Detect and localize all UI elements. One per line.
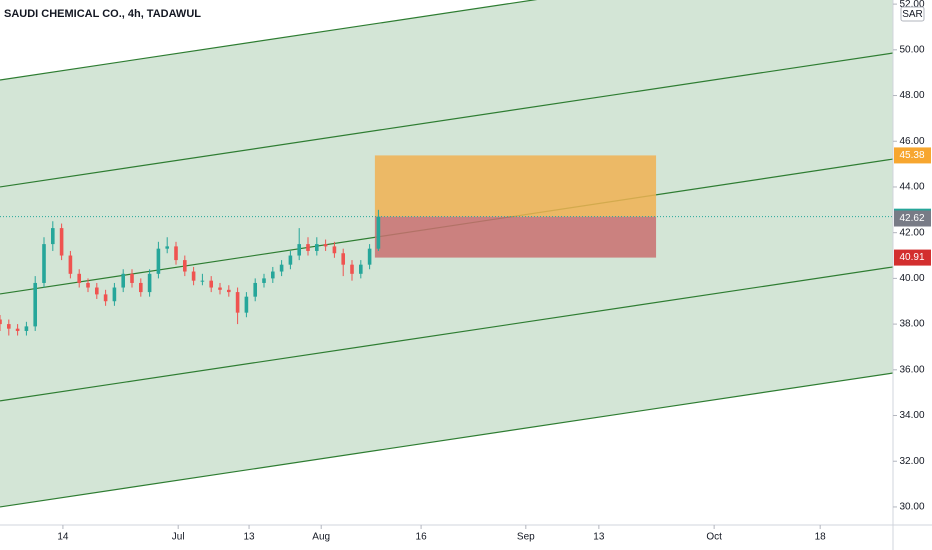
channel-line [0,0,538,81]
candle-body [139,282,143,293]
candle-body [288,255,293,265]
loss-zone [374,216,657,258]
candle-body [68,255,73,274]
chart-title: SAUDI CHEMICAL CO., 4h, TADAWUL [4,8,201,20]
candle-body [165,246,170,249]
x-tick-label: 13 [593,532,605,543]
x-tick-label: Sep [517,532,535,543]
candle-body [209,280,214,288]
candle-body [359,264,363,274]
candle-body [218,287,222,290]
candle-body [341,253,346,265]
candle-body [33,282,38,327]
price-tag [894,147,931,164]
candle-body [244,296,249,313]
y-tick-label: 44.00 [899,182,924,193]
price-tag [894,210,931,227]
time-axis [0,525,932,550]
candle-body [279,264,284,272]
price-tag [894,249,931,266]
candle-body [183,260,187,272]
channel-line [0,266,893,402]
currency-box[interactable] [900,6,925,22]
candle-body [103,294,108,302]
price-tag-label: 40.91 [899,252,924,263]
y-tick-label: 30.00 [899,502,924,513]
candle-body [367,248,372,265]
channel-line [0,372,893,508]
candle-body [200,280,205,282]
candle-body [7,324,11,329]
price-axis [893,0,932,550]
candle-body [95,287,99,295]
y-tick-label: 46.00 [899,136,924,147]
candle-body [130,273,134,283]
candle-body [0,319,2,325]
axes: 30.00 32.00 34.00 36.00 38.00 40.00 42.00 44.00… [57,0,931,543]
candle-body [24,326,29,331]
candle-body [253,282,258,297]
x-tick-label: 18 [815,532,827,543]
candle-body [297,244,302,256]
candle-body [86,282,90,288]
channel-line [0,52,893,188]
candle-body [121,273,126,288]
candle-body [323,244,328,247]
y-tick-label: 38.00 [899,319,924,330]
candle-body [350,264,354,274]
candle-body [262,278,266,283]
y-tick-label: 42.00 [899,227,924,238]
currency: SAR [902,9,923,20]
candle-body [271,271,275,279]
y-tick-label: 48.00 [899,90,924,101]
candle-body [112,287,117,302]
candle-body [227,289,231,293]
y-tick-label: 36.00 [899,364,924,375]
candle-body [174,246,178,261]
profit-zone [374,155,657,217]
y-tick-label: 52.00 [899,0,924,10]
y-tick-label: 34.00 [899,410,924,421]
x-tick-label: Aug [312,532,330,543]
price-tag-label: 42.62 [899,213,924,224]
x-tick-label: Oct [706,532,722,543]
candle-body [191,271,196,281]
candle-body [156,248,161,274]
x-tick-label: 14 [57,532,69,543]
plot-area [0,0,893,508]
price-tag-label: 45.38 [899,150,924,161]
candle-body [306,244,310,251]
candle-body [332,246,337,254]
candle-body [315,244,319,251]
y-tick-label: 50.00 [899,44,924,55]
candle-body [51,228,55,245]
y-tick-label: 32.00 [899,456,924,467]
candle-body [59,228,64,256]
x-tick-label: Jul [172,532,185,543]
candle-body [77,273,82,283]
candle-body [15,328,20,331]
x-tick-label: 13 [243,532,255,543]
candle-body [235,292,240,313]
candle-body [147,273,152,293]
x-tick-label: 16 [416,532,428,543]
candle-body [376,216,381,249]
candle-body [42,244,46,283]
y-tick-label: 40.00 [899,273,924,284]
